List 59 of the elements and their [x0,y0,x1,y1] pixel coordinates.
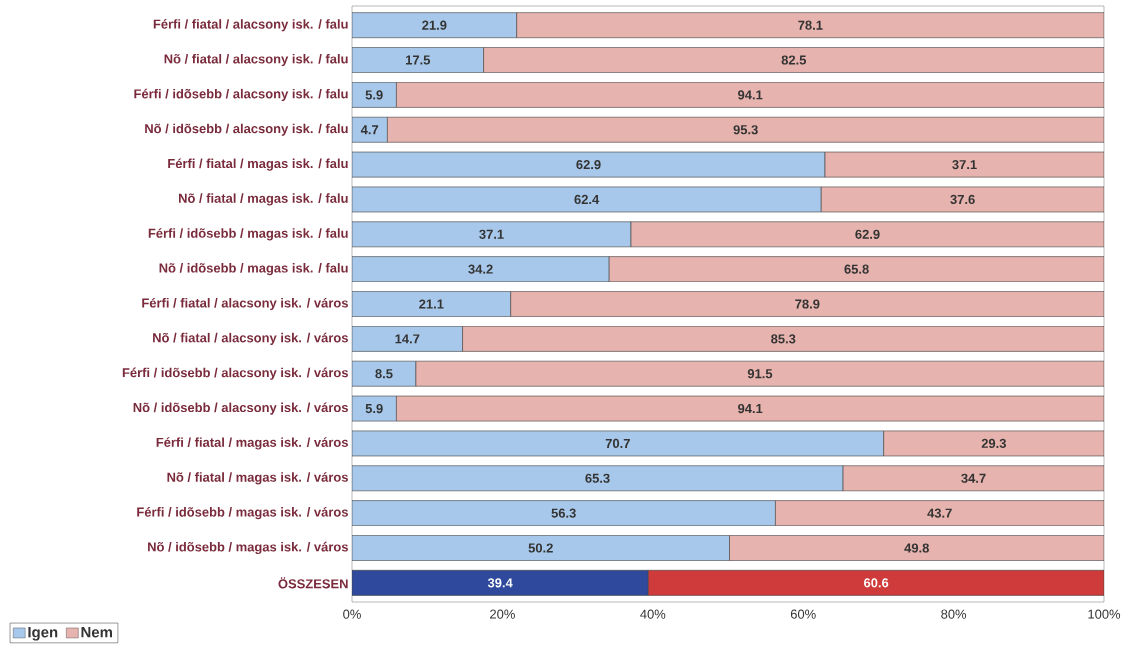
data-label: 78.9 [795,299,820,309]
data-label: 62.4 [574,194,600,205]
data-label: 39.4 [487,578,513,588]
data-label: 78.1 [798,20,823,30]
x-tick-label: 80% [941,609,967,619]
data-label: 65.8 [844,264,869,274]
y-tick-label: Nõ / fiatal / magas isk. / város [167,472,348,485]
y-tick-label: Férfi / idõsebb / magas isk. / falu [148,228,348,241]
y-tick-label: Nõ / idõsebb / magas isk. / falu [159,263,348,276]
data-label: 49.8 [904,543,929,553]
x-tick-label: 20% [490,609,515,619]
data-label: 62.9 [576,160,601,170]
data-label: 14.7 [395,334,420,344]
data-label: 85.3 [771,334,796,344]
data-label: 5.9 [365,90,383,100]
x-tick-label: 0% [343,609,361,619]
y-tick-label: Nõ / idõsebb / magas isk. / város [148,541,348,555]
y-tick-label: Nõ / idõsebb / alacsony isk. / falu [145,123,348,136]
data-label: 60.6 [864,578,889,588]
data-label: 21.9 [422,20,447,30]
y-tick-label: Férfi / fiatal / alacsony isk. / város [142,297,348,311]
y-tick-label: Férfi / fiatal / magas isk. / város [156,437,348,450]
y-tick-label: Férfi / fiatal / magas isk. / falu [168,158,348,171]
data-label: 4.7 [360,125,379,135]
y-tick-label: Férfi / idõsebb / alacsony isk. / falu [134,88,348,101]
y-tick-label: Férfi / idõsebb / alacsony isk. / város [122,367,348,380]
x-tick-label: 40% [640,609,666,619]
data-label: 8.5 [375,369,393,379]
legend-label: Nem [81,627,112,638]
y-tick-label: ÖSSZESEN [278,577,348,589]
data-label: 70.7 [605,438,630,448]
data-label: 56.3 [551,508,576,518]
data-label: 95.3 [733,125,758,135]
data-label: 5.9 [365,403,383,414]
y-tick-label: Férfi / idõsebb / magas isk. / város [137,507,348,520]
data-label: 82.5 [781,55,807,65]
data-label: 34.7 [961,473,986,483]
data-label: 91.5 [747,369,773,379]
data-label: 94.1 [738,403,763,414]
data-label: 37.1 [952,159,977,170]
data-label: 62.9 [855,229,880,239]
data-label: 17.5 [406,55,431,65]
data-label: 37.1 [479,229,504,239]
data-label: 94.1 [738,90,763,100]
legend-label: Igen [28,627,58,641]
x-tick-label: 60% [790,609,816,619]
y-tick-label: Nõ / fiatal / alacsony isk. / falu [164,53,348,67]
y-tick-label: Férfi / fiatal / alacsony isk. / falu [153,19,348,32]
data-label: 37.6 [950,194,975,205]
data-label: 50.2 [528,543,553,553]
data-label: 34.2 [468,264,493,274]
x-tick-label: 100% [1088,609,1121,619]
y-tick-label: Nõ / fiatal / alacsony isk. / város [153,332,348,345]
y-tick-label: Nõ / idõsebb / alacsony isk. / város [133,402,348,415]
data-label: 65.3 [585,473,610,483]
data-label: 43.7 [927,508,952,518]
y-tick-label: Nõ / fiatal / magas isk. / falu [179,193,348,206]
data-label: 29.3 [981,438,1006,449]
data-label: 21.1 [419,299,444,309]
